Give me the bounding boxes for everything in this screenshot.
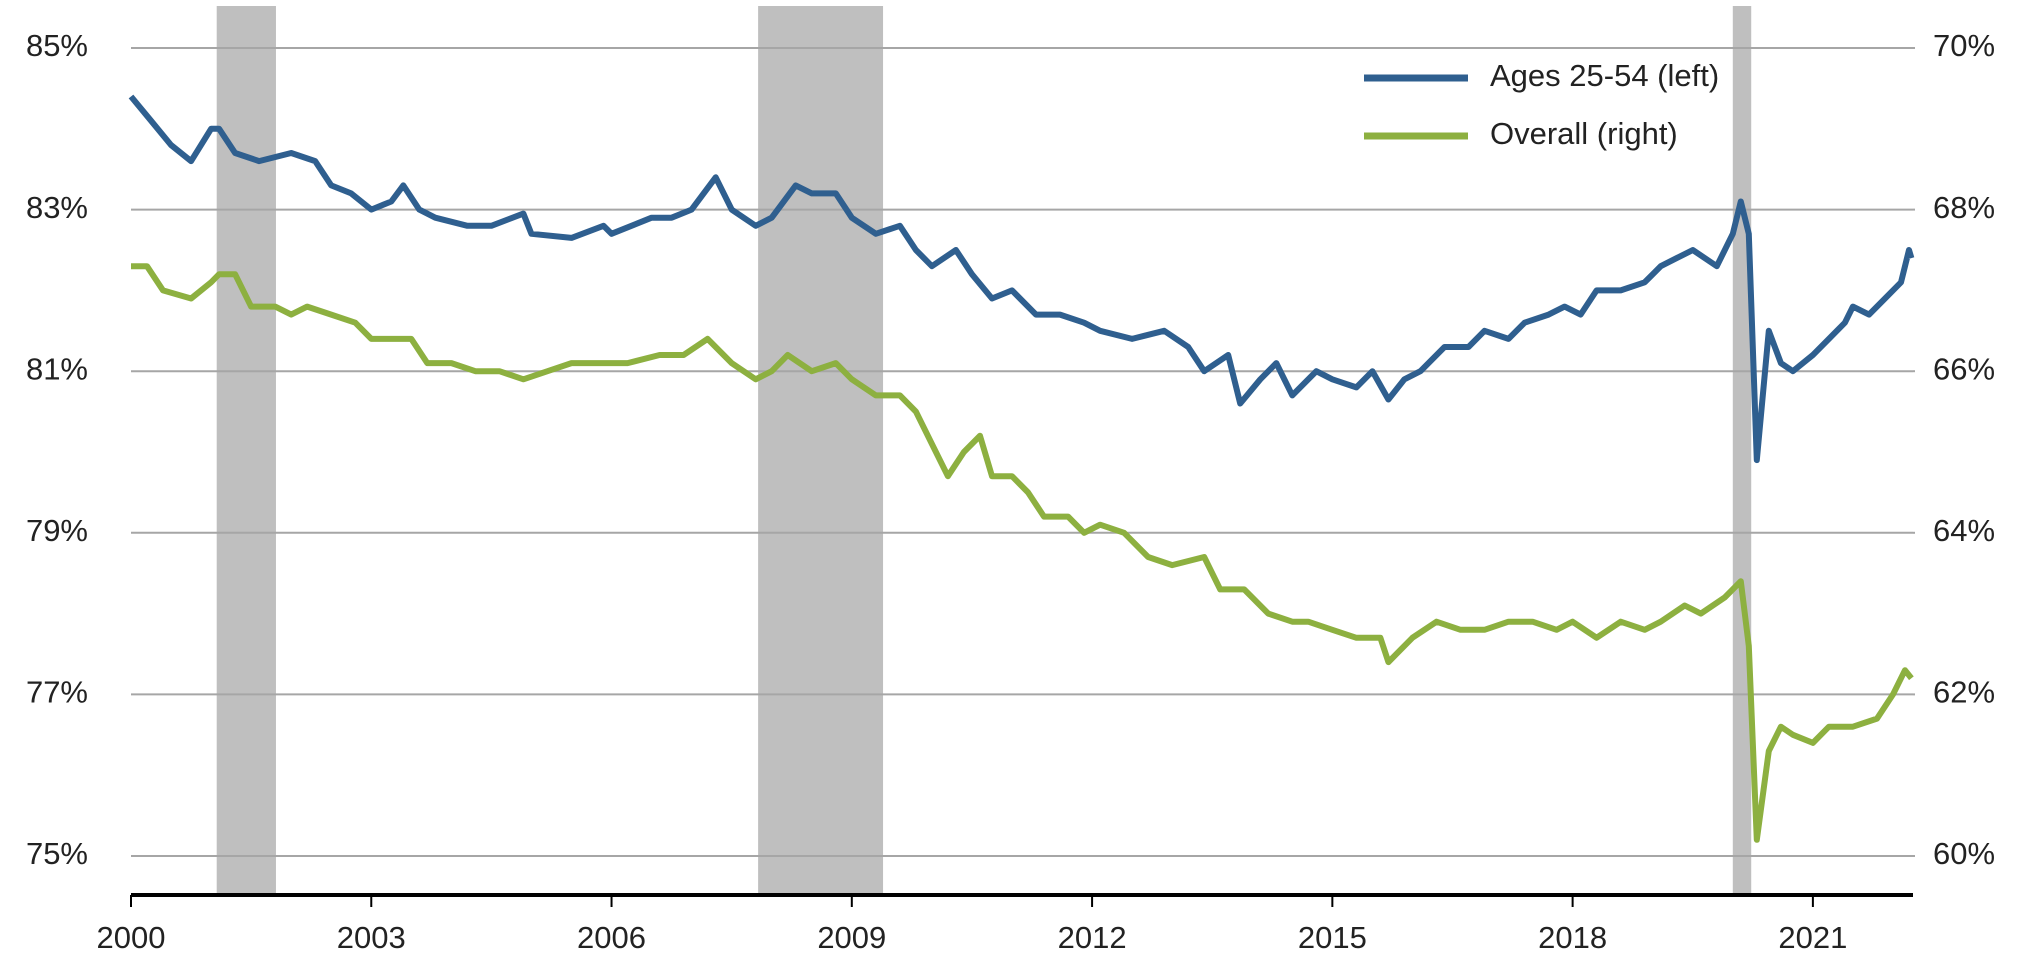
y2-tick-label: 64% [1933, 513, 1995, 548]
y-tick-label: 79% [26, 513, 88, 548]
series-line [131, 263, 1914, 843]
y2-tick-label: 70% [1933, 28, 1995, 63]
legend-label: Ages 25-54 (left) [1490, 58, 1719, 93]
recession-band [1732, 6, 1752, 895]
series-line [128, 94, 1915, 464]
recession-band [758, 6, 884, 895]
x-tick-label: 2000 [97, 920, 166, 955]
y2-tick-label: 60% [1933, 836, 1995, 871]
y-tick-label: 85% [26, 28, 88, 63]
x-tick-label: 2003 [337, 920, 406, 955]
y-tick-label: 77% [26, 675, 88, 710]
y2-tick-label: 66% [1933, 351, 1995, 386]
y2-tick-label: 68% [1933, 190, 1995, 225]
x-tick-label: 2009 [817, 920, 886, 955]
x-tick-label: 2006 [577, 920, 646, 955]
y-tick-label: 83% [26, 190, 88, 225]
y-tick-label: 75% [26, 836, 88, 871]
x-tick-label: 2012 [1058, 920, 1127, 955]
y2-tick-label: 62% [1933, 675, 1995, 710]
x-tick-label: 2018 [1538, 920, 1607, 955]
x-tick-label: 2021 [1778, 920, 1847, 955]
x-tick-label: 2015 [1298, 920, 1367, 955]
legend-label: Overall (right) [1490, 116, 1678, 151]
y-tick-label: 81% [26, 351, 88, 386]
